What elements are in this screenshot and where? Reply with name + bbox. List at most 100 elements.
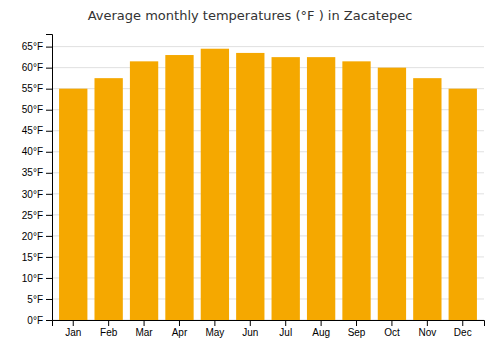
x-tick: Dec (454, 320, 472, 338)
y-tick-label: 15°F (22, 252, 43, 263)
y-tick-label: 40°F (22, 146, 43, 157)
y-tick: 10°F (22, 273, 52, 284)
y-tick-mark (46, 278, 52, 279)
bar (307, 57, 335, 320)
y-tick-mark (46, 89, 52, 90)
y-axis: 0°F 5°F 10°F 15°F 20°F 25°F 30°F 35°F 40°F 45°F 50… (22, 35, 53, 326)
x-tick-label: Oct (384, 327, 400, 338)
bar (165, 55, 193, 320)
x-tick: Mar (135, 320, 153, 338)
y-tick: 45°F (22, 125, 52, 136)
bar (201, 49, 229, 320)
x-tick-label: Mar (135, 327, 153, 338)
y-tick: 20°F (22, 231, 52, 242)
x-tick-mark (179, 320, 180, 326)
y-tick-mark (46, 215, 52, 216)
bar (449, 89, 477, 320)
y-tick-mark (46, 47, 52, 48)
x-tick: Jan (65, 320, 81, 338)
y-tick-mark (46, 194, 52, 195)
y-tick-label: 5°F (27, 294, 43, 305)
y-tick-label: 0°F (27, 315, 43, 326)
y-tick-label: 10°F (22, 273, 43, 284)
x-tick-label: Jan (65, 327, 81, 338)
y-tick: 55°F (22, 83, 52, 94)
y-tick-mark (46, 110, 52, 111)
x-tick-label: Jun (242, 327, 258, 338)
y-tick-mark (46, 236, 52, 237)
y-tick-mark (46, 299, 52, 300)
bar (236, 53, 264, 320)
bar (59, 89, 87, 320)
x-tick-mark (462, 320, 463, 326)
y-tick-mark (46, 131, 52, 132)
x-tick-label: Aug (312, 327, 330, 338)
y-tick-label: 25°F (22, 210, 43, 221)
grid-line (52, 67, 484, 68)
x-tick: Jun (242, 320, 258, 338)
y-tick-label: 35°F (22, 167, 43, 178)
x-tick: Nov (418, 320, 436, 338)
x-tick-label: Nov (418, 327, 436, 338)
y-tick: 5°F (27, 294, 52, 305)
x-tick-mark (321, 320, 322, 326)
y-tick-label: 45°F (22, 125, 43, 136)
x-tick-mark (356, 320, 357, 326)
x-tick: Jul (279, 320, 292, 338)
bar (94, 78, 122, 320)
x-tick-mark (144, 320, 145, 326)
y-tick-label: 20°F (22, 231, 43, 242)
y-tick: 50°F (22, 104, 52, 115)
y-tick-mark (46, 320, 52, 321)
x-tick-label: Apr (172, 327, 188, 338)
grid (52, 47, 484, 320)
x-tick-label: Dec (454, 327, 472, 338)
y-tick: 65°F (22, 41, 52, 52)
x-tick: Aug (312, 320, 330, 338)
x-tick: Feb (100, 320, 118, 338)
y-tick-label: 30°F (22, 189, 43, 200)
y-tick: 15°F (22, 252, 52, 263)
x-tick-mark (250, 320, 251, 326)
y-tick-mark (46, 257, 52, 258)
y-tick: 25°F (22, 210, 52, 221)
x-tick-label: May (205, 327, 224, 338)
bar (272, 57, 300, 320)
bar (413, 78, 441, 320)
x-tick-label: Feb (100, 327, 118, 338)
chart: Average monthly temperatures (°F ) in Za… (0, 0, 500, 350)
y-tick-label: 60°F (22, 62, 43, 73)
x-tick-mark (214, 320, 215, 326)
y-tick: 60°F (22, 62, 52, 73)
x-tick-label: Sep (348, 327, 366, 338)
x-tick-label: Jul (279, 327, 292, 338)
x-axis-line (53, 321, 485, 327)
y-tick: 40°F (22, 146, 52, 157)
y-tick-mark (46, 68, 52, 69)
y-axis-line (46, 35, 53, 321)
x-tick-mark (427, 320, 428, 326)
y-tick: 35°F (22, 167, 52, 178)
grid-line (52, 46, 484, 47)
y-tick-mark (46, 152, 52, 153)
bar (342, 61, 370, 320)
y-tick-mark (46, 173, 52, 174)
y-tick-label: 65°F (22, 41, 43, 52)
x-tick: Apr (172, 320, 188, 338)
bar (130, 61, 158, 320)
bars (59, 49, 477, 320)
x-tick-mark (108, 320, 109, 326)
y-tick: 0°F (27, 315, 52, 326)
y-tick-label: 50°F (22, 104, 43, 115)
y-tick: 30°F (22, 189, 52, 200)
bar (378, 68, 406, 320)
x-axis: Jan Feb Mar Apr May Jun Jul Aug Sep Oct Nov Dec (53, 320, 485, 338)
title: Average monthly temperatures (°F ) in Za… (88, 8, 413, 23)
x-tick-mark (73, 320, 74, 326)
x-tick-mark (285, 320, 286, 326)
y-tick-label: 55°F (22, 83, 43, 94)
x-tick: Oct (384, 320, 400, 338)
x-tick-mark (391, 320, 392, 326)
x-tick: May (205, 320, 224, 338)
x-tick: Sep (348, 320, 366, 338)
